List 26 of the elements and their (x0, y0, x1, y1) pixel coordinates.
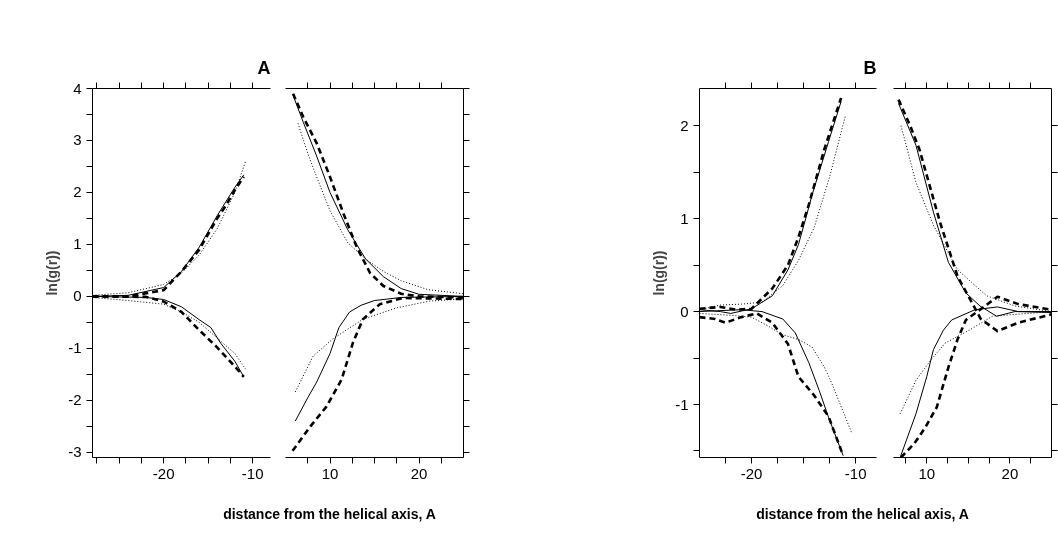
x-tick-label: -20 (152, 464, 175, 482)
chart-title: B (863, 57, 877, 78)
x-tick-label: -20 (740, 464, 763, 482)
y-tick-label: 1 (73, 235, 82, 253)
y-tick-label: 2 (73, 183, 82, 201)
y-tick-label: -1 (68, 339, 82, 357)
y-tick-label: 1 (680, 209, 689, 227)
y-tick-label: -1 (675, 395, 689, 413)
y-tick-label: 4 (73, 79, 82, 97)
x-tick-label: 10 (321, 464, 339, 482)
x-tick-label: 20 (1001, 464, 1019, 482)
y-tick-label: 2 (680, 116, 689, 134)
x-tick-label: 10 (918, 464, 936, 482)
x-axis-title: distance from the helical axis, A (223, 505, 436, 524)
y-tick-label: 0 (680, 302, 689, 320)
chart-title: A (257, 57, 271, 78)
y-tick-label: -3 (68, 443, 82, 461)
y-tick-label: 0 (73, 287, 82, 305)
y-tick-label: 3 (73, 131, 82, 149)
y-axis-title: ln(g(r)) (44, 250, 61, 296)
x-tick-label: -10 (844, 464, 867, 482)
x-tick-label: -10 (241, 464, 264, 482)
y-tick-label: -2 (68, 391, 82, 409)
x-axis-title: distance from the helical axis, A (756, 505, 969, 524)
x-tick-label: 20 (410, 464, 428, 482)
y-axis-title: ln(g(r)) (651, 250, 668, 296)
